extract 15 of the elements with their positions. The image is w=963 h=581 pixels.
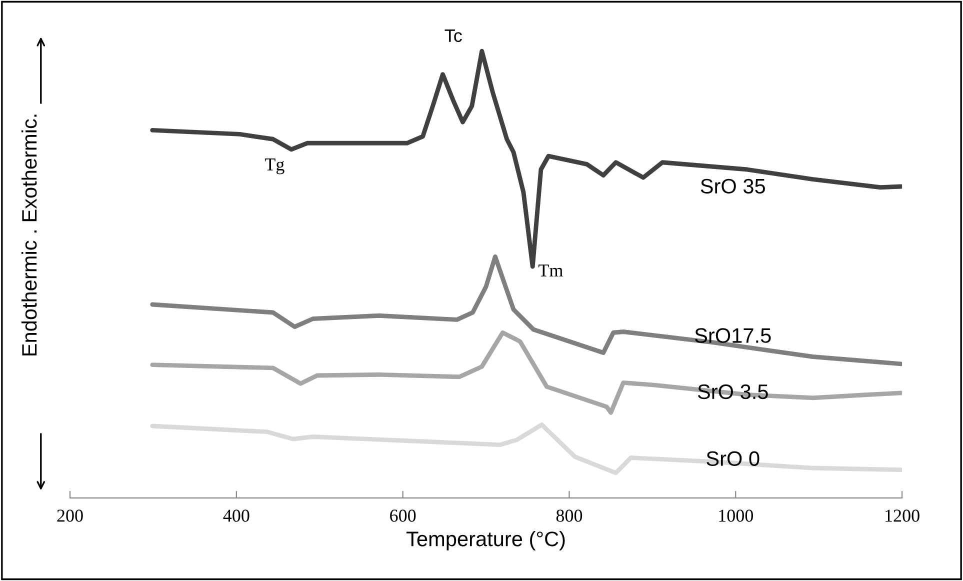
x-tick-label: 600 bbox=[390, 510, 416, 522]
series-label: SrO 35 bbox=[700, 178, 765, 194]
series-label: SrO17.5 bbox=[695, 328, 771, 343]
y-axis-title: Endothermic . Exothermic. bbox=[21, 114, 37, 356]
x-axis-title: Temperature (°C) bbox=[406, 531, 565, 550]
series-label: SrO 3.5 bbox=[698, 384, 768, 400]
x-tick-label: 1200 bbox=[886, 510, 920, 522]
series-label: SrO 0 bbox=[706, 451, 760, 466]
x-tick-label: 200 bbox=[57, 510, 83, 522]
x-tick-label: 400 bbox=[223, 510, 250, 522]
x-tick-label: 800 bbox=[556, 510, 582, 522]
x-tick-label: 1000 bbox=[719, 510, 754, 522]
annotation: Tc bbox=[444, 29, 462, 42]
annotation: Tm bbox=[538, 264, 563, 276]
annotation: Tg bbox=[264, 158, 284, 174]
